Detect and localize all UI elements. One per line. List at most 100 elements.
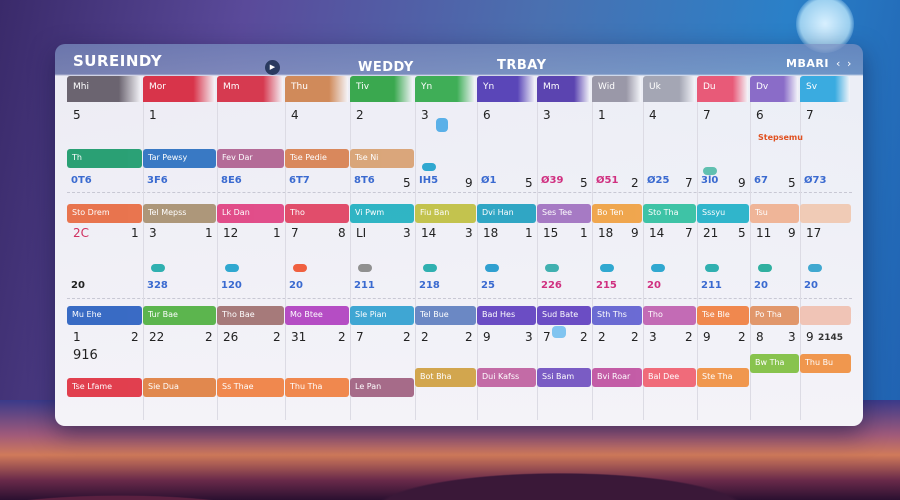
event-band[interactable]: Tar Pewsy	[143, 149, 216, 168]
event-pill[interactable]	[151, 264, 165, 272]
day-header[interactable]: Uk	[643, 76, 695, 102]
next-button[interactable]: ›	[847, 57, 852, 70]
date-number[interactable]: 9	[703, 330, 711, 344]
event-band[interactable]	[800, 204, 851, 223]
day-header[interactable]: Tiv	[350, 76, 413, 102]
date-number[interactable]: 4	[291, 108, 299, 122]
day-header[interactable]: Mm	[537, 76, 590, 102]
event-band[interactable]: Ss Thae	[217, 378, 284, 397]
date-number[interactable]: 14	[421, 226, 437, 240]
event-band[interactable]: Ses Tee	[537, 204, 591, 223]
date-number[interactable]: 11	[756, 226, 772, 240]
event-band[interactable]: Tsu	[750, 204, 799, 223]
date-number[interactable]: 5	[73, 108, 81, 122]
date-number[interactable]: 17	[806, 226, 822, 240]
day-header[interactable]: Mm	[217, 76, 283, 102]
event-pill[interactable]	[422, 163, 436, 171]
date-number[interactable]: 3	[543, 108, 551, 122]
event-band[interactable]: Tse Pedie	[285, 149, 349, 168]
day-header[interactable]: Sv	[800, 76, 850, 102]
event-pill[interactable]	[485, 264, 499, 272]
event-pill[interactable]	[545, 264, 559, 272]
event-band[interactable]: Tho	[285, 204, 349, 223]
event-pill[interactable]	[436, 118, 448, 132]
date-number[interactable]: 1	[598, 108, 606, 122]
event-band[interactable]: Mu Ehe	[67, 306, 142, 325]
event-band[interactable]: Vi Pwm	[350, 204, 414, 223]
event-pill[interactable]	[358, 264, 372, 272]
date-number[interactable]: 4	[649, 108, 657, 122]
date-number[interactable]: 26	[223, 330, 239, 344]
event-band[interactable]: Dui Kafss	[477, 368, 536, 387]
event-band[interactable]: Bad Hes	[477, 306, 536, 325]
event-band[interactable]: Sie Dua	[143, 378, 216, 397]
event-band[interactable]: Tse Ble	[697, 306, 749, 325]
date-number[interactable]: 3	[421, 108, 429, 122]
event-band[interactable]: Ste Tha	[697, 368, 749, 387]
date-number[interactable]: 18	[483, 226, 499, 240]
event-band[interactable]: Bo Ten	[592, 204, 642, 223]
event-band[interactable]: Sle Pian	[350, 306, 414, 325]
event-band[interactable]: Sud Bate	[537, 306, 591, 325]
event-band[interactable]: Fiu Ban	[415, 204, 476, 223]
event-pill[interactable]	[703, 167, 717, 175]
date-number[interactable]: 7	[356, 330, 364, 344]
date-number[interactable]: 6	[483, 108, 491, 122]
event-band[interactable]: Lk Dan	[217, 204, 284, 223]
event-band[interactable]: Fev Dar	[217, 149, 284, 168]
event-band[interactable]: Sto Drem	[67, 204, 142, 223]
date-number[interactable]: 1	[73, 330, 81, 344]
prev-button[interactable]: ‹	[836, 57, 841, 70]
event-pill[interactable]	[552, 326, 566, 338]
event-pill[interactable]	[651, 264, 665, 272]
event-pill[interactable]	[225, 264, 239, 272]
date-number[interactable]: 6	[756, 108, 764, 122]
event-band[interactable]: Tel Bue	[415, 306, 476, 325]
date-number[interactable]: 14	[649, 226, 665, 240]
date-number[interactable]: 2	[598, 330, 606, 344]
date-number[interactable]: 8	[756, 330, 764, 344]
date-number[interactable]: 2	[421, 330, 429, 344]
event-band[interactable]: Thu Bu	[800, 354, 851, 373]
event-pill[interactable]	[705, 264, 719, 272]
event-band[interactable]: Sth Ths	[592, 306, 642, 325]
event-band[interactable]: Mo Btee	[285, 306, 349, 325]
date-number[interactable]: 9	[483, 330, 491, 344]
day-header[interactable]: Du	[697, 76, 748, 102]
event-band[interactable]: Bal Dee	[643, 368, 696, 387]
event-band[interactable]: Bvi Roar	[592, 368, 642, 387]
event-band[interactable]: Tur Bae	[143, 306, 216, 325]
event-band[interactable]	[800, 306, 851, 325]
event-band[interactable]: Le Pan	[350, 378, 414, 397]
date-number[interactable]: 15	[543, 226, 559, 240]
event-band[interactable]: Sssyu	[697, 204, 749, 223]
event-pill[interactable]	[423, 264, 437, 272]
event-band[interactable]: Sto Tha	[643, 204, 696, 223]
day-header[interactable]: Mhi	[67, 76, 141, 102]
date-number[interactable]: 7	[291, 226, 299, 240]
date-number[interactable]: 7	[543, 330, 551, 344]
event-band[interactable]: Thu Tha	[285, 378, 349, 397]
event-band[interactable]: Po Tha	[750, 306, 799, 325]
event-pill[interactable]	[808, 264, 822, 272]
event-band[interactable]: Tse Lfame	[67, 378, 142, 397]
date-number[interactable]: 7	[703, 108, 711, 122]
date-number[interactable]: 18	[598, 226, 614, 240]
event-band[interactable]: Dvi Han	[477, 204, 536, 223]
date-number[interactable]: 9	[806, 330, 814, 344]
date-number[interactable]: 3	[149, 226, 157, 240]
event-band[interactable]: Tho Bae	[217, 306, 284, 325]
event-tag[interactable]: Stepsemu	[758, 133, 803, 142]
day-header[interactable]: Wid	[592, 76, 641, 102]
date-number[interactable]: 2C	[73, 226, 90, 240]
date-number[interactable]: 22	[149, 330, 165, 344]
day-header[interactable]: Dv	[750, 76, 798, 102]
date-number[interactable]: 2	[356, 108, 364, 122]
event-band[interactable]: Tho	[643, 306, 696, 325]
event-band[interactable]: Bw Tha	[750, 354, 799, 373]
event-pill[interactable]	[758, 264, 772, 272]
date-number[interactable]: 3	[649, 330, 657, 344]
day-header[interactable]: Thu	[285, 76, 348, 102]
day-header[interactable]: Yn	[415, 76, 475, 102]
play-icon[interactable]: ▶	[265, 60, 280, 75]
